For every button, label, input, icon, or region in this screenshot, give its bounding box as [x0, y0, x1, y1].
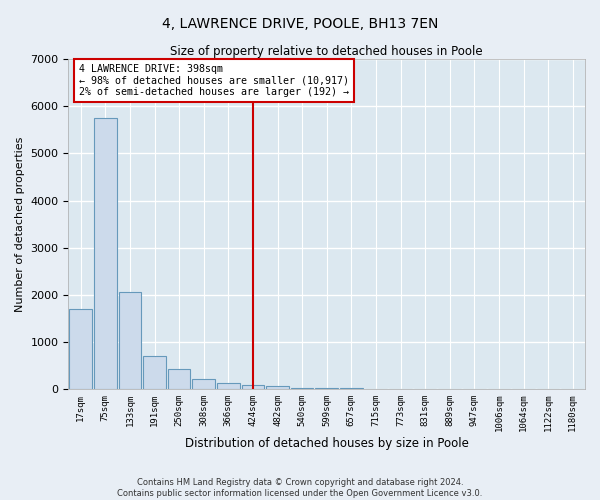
Bar: [266, 386, 289, 389]
Bar: [143, 356, 166, 389]
Bar: [217, 384, 239, 389]
Bar: [168, 368, 190, 389]
Bar: [316, 388, 338, 389]
Bar: [193, 378, 215, 389]
Text: Contains HM Land Registry data © Crown copyright and database right 2024.
Contai: Contains HM Land Registry data © Crown c…: [118, 478, 482, 498]
Bar: [119, 292, 141, 389]
Bar: [291, 388, 313, 389]
Title: Size of property relative to detached houses in Poole: Size of property relative to detached ho…: [170, 45, 483, 58]
X-axis label: Distribution of detached houses by size in Poole: Distribution of detached houses by size …: [185, 437, 469, 450]
Bar: [70, 309, 92, 389]
Bar: [94, 118, 116, 389]
Text: 4, LAWRENCE DRIVE, POOLE, BH13 7EN: 4, LAWRENCE DRIVE, POOLE, BH13 7EN: [162, 18, 438, 32]
Bar: [242, 384, 264, 389]
Y-axis label: Number of detached properties: Number of detached properties: [15, 136, 25, 312]
Text: 4 LAWRENCE DRIVE: 398sqm
← 98% of detached houses are smaller (10,917)
2% of sem: 4 LAWRENCE DRIVE: 398sqm ← 98% of detach…: [79, 64, 349, 98]
